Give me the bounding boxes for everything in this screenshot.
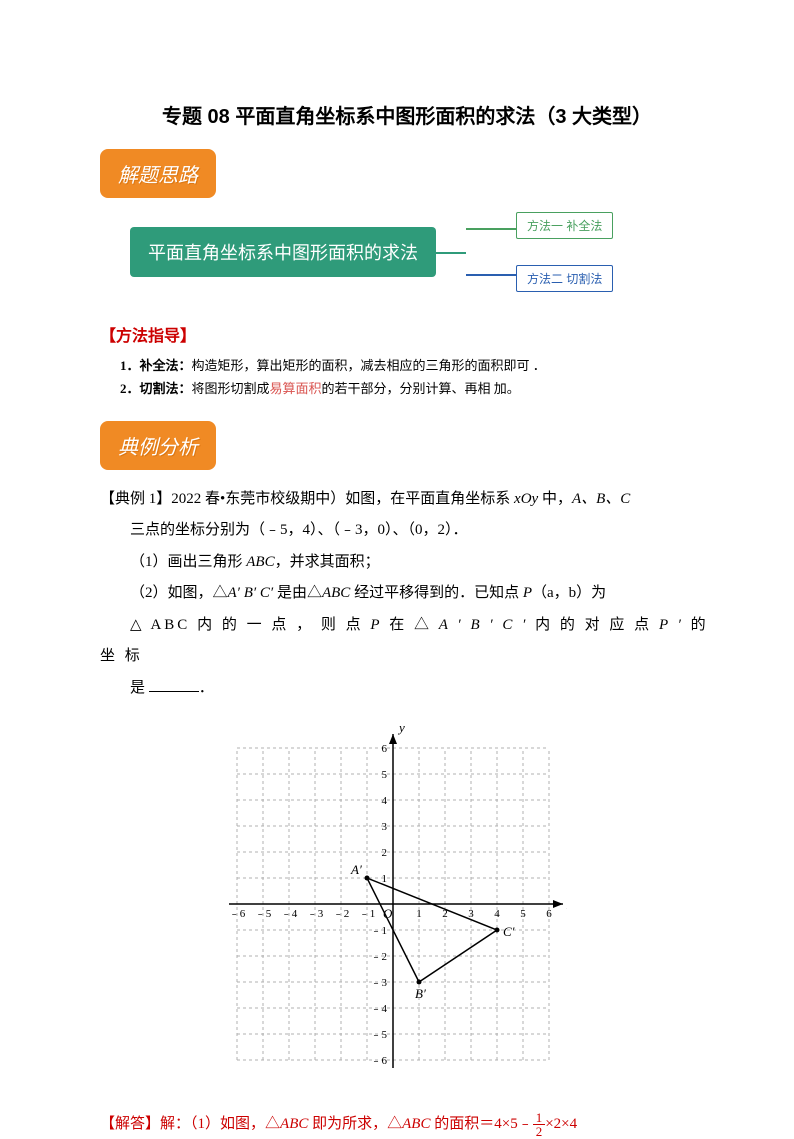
- method1-tag: 方法一 补全法: [516, 212, 613, 239]
- svg-text:﹣6: ﹣6: [371, 1055, 388, 1067]
- svg-text:3: 3: [382, 821, 388, 833]
- q3-b: 在 △: [383, 617, 439, 633]
- guide2-num: 2．切割法：: [120, 381, 192, 396]
- svg-text:y: y: [397, 720, 405, 735]
- guide2-red: 易算面积: [270, 381, 322, 396]
- svg-text:6: 6: [546, 908, 552, 920]
- svg-text:1: 1: [382, 873, 388, 885]
- methods-diagram: 平面直角坐标系中图形面积的求法 方法一 补全法 方法二 切割法: [130, 212, 714, 292]
- svg-text:﹣2: ﹣2: [371, 951, 388, 963]
- guide1-text: 构造矩形，算出矩形的面积，减去相应的三角形的面积即可 ．: [192, 358, 546, 373]
- guide2-a: 将图形切割成: [192, 381, 270, 396]
- svg-text:﹣4: ﹣4: [371, 1003, 388, 1015]
- connector-lines: [436, 222, 516, 282]
- svg-text:﹣2: ﹣2: [333, 908, 350, 920]
- q2-prime: A′ B′ C′: [228, 585, 274, 601]
- q2-num: （2）如图，△: [130, 585, 228, 601]
- q3-P2: P ′: [659, 617, 684, 633]
- example-block: 【典例 1】2022 春•东莞市校级期中）如图，在平面直角坐标系 xOy 中，A…: [100, 484, 714, 705]
- q2-abc: ABC: [322, 585, 350, 601]
- svg-text:B′: B′: [415, 986, 426, 1001]
- badge-example-analysis: 典例分析: [100, 421, 216, 470]
- answer-label: 【解答】: [100, 1116, 160, 1132]
- example-cont: 中，: [538, 491, 572, 507]
- answer-b: 即为所求，△: [308, 1116, 402, 1132]
- svg-text:﹣3: ﹣3: [307, 908, 324, 920]
- answer-abc2: ABC: [402, 1116, 430, 1132]
- svg-text:﹣5: ﹣5: [255, 908, 272, 920]
- guide2-b: 的若干部分，分别计算、再相 加。: [322, 381, 520, 396]
- badge-solution-path: 解题思路: [100, 149, 216, 198]
- svg-text:5: 5: [382, 769, 388, 781]
- q2-P: P: [523, 585, 532, 601]
- svg-text:C′: C′: [503, 924, 515, 939]
- q1-num: （1）画出三角形: [130, 554, 246, 570]
- svg-text:﹣4: ﹣4: [281, 908, 298, 920]
- fraction-half: 12: [533, 1111, 546, 1138]
- q2-c: 为: [591, 585, 606, 601]
- q3-a: 内 的 一 点 ， 则 点: [190, 617, 370, 633]
- example-abc-letters: A、B、C: [572, 491, 630, 507]
- svg-text:A′: A′: [350, 862, 362, 877]
- q2-b: 经过平移得到的．已知点: [350, 585, 523, 601]
- guide1-num: 1．补全法：: [120, 358, 192, 373]
- q2-a: 是由△: [273, 585, 322, 601]
- answer-c: 的面积＝4×5﹣: [430, 1116, 532, 1132]
- method-guide-list: 1．补全法：构造矩形，算出矩形的面积，减去相应的三角形的面积即可 ． 2．切割法…: [120, 354, 714, 401]
- green-topic-box: 平面直角坐标系中图形面积的求法: [130, 227, 436, 277]
- svg-text:4: 4: [494, 908, 500, 920]
- svg-text:1: 1: [416, 908, 422, 920]
- example-label: 【典例 1】: [100, 491, 171, 507]
- svg-text:5: 5: [520, 908, 526, 920]
- answer-a: 解：（1）如图，△: [160, 1116, 280, 1132]
- svg-text:﹣6: ﹣6: [229, 908, 246, 920]
- method2-tag: 方法二 切割法: [516, 265, 613, 292]
- q4-a: 是: [130, 680, 149, 696]
- example-line2: 三点的坐标分别为（﹣5，4）、（﹣3，0）、（0，2）．: [100, 515, 714, 547]
- example-xoy: xOy: [514, 491, 538, 507]
- answer-abc1: ABC: [280, 1116, 308, 1132]
- svg-text:﹣1: ﹣1: [359, 908, 376, 920]
- answer-d: ×2×4: [545, 1116, 577, 1132]
- q3-tri: △ ABC: [130, 617, 190, 633]
- svg-text:﹣1: ﹣1: [371, 925, 388, 937]
- page-title: 专题 08 平面直角坐标系中图形面积的求法（3 大类型）: [100, 100, 714, 129]
- q4-end: ．: [199, 680, 214, 696]
- svg-text:x: x: [566, 897, 567, 912]
- svg-text:6: 6: [382, 743, 388, 755]
- svg-text:2: 2: [382, 847, 388, 859]
- q1-text: ，并求其面积；: [275, 554, 380, 570]
- svg-text:﹣5: ﹣5: [371, 1029, 388, 1041]
- q3-P: P: [370, 617, 382, 633]
- svg-text:4: 4: [382, 795, 388, 807]
- q2-ab: （a，b）: [532, 585, 591, 601]
- svg-text:﹣3: ﹣3: [371, 977, 388, 989]
- coordinate-graph: ﹣6﹣5﹣4﹣3﹣2﹣1123456﹣6﹣5﹣4﹣3﹣2﹣1123456OxyA…: [60, 714, 714, 1099]
- example-source: 2022 春•东莞市校级期中）如图，在平面直角坐标系: [171, 491, 514, 507]
- q1-abc: ABC: [246, 554, 274, 570]
- q3-c: 内 的 对 应 点: [528, 617, 659, 633]
- q3-prime: A ′ B ′ C ′: [439, 617, 529, 633]
- method-guide-heading: 【方法指导】: [100, 322, 714, 346]
- blank-line: [149, 691, 199, 692]
- answer-block: 【解答】解：（1）如图，△ABC 即为所求，△ABC 的面积＝4×5﹣12×2×…: [100, 1109, 714, 1139]
